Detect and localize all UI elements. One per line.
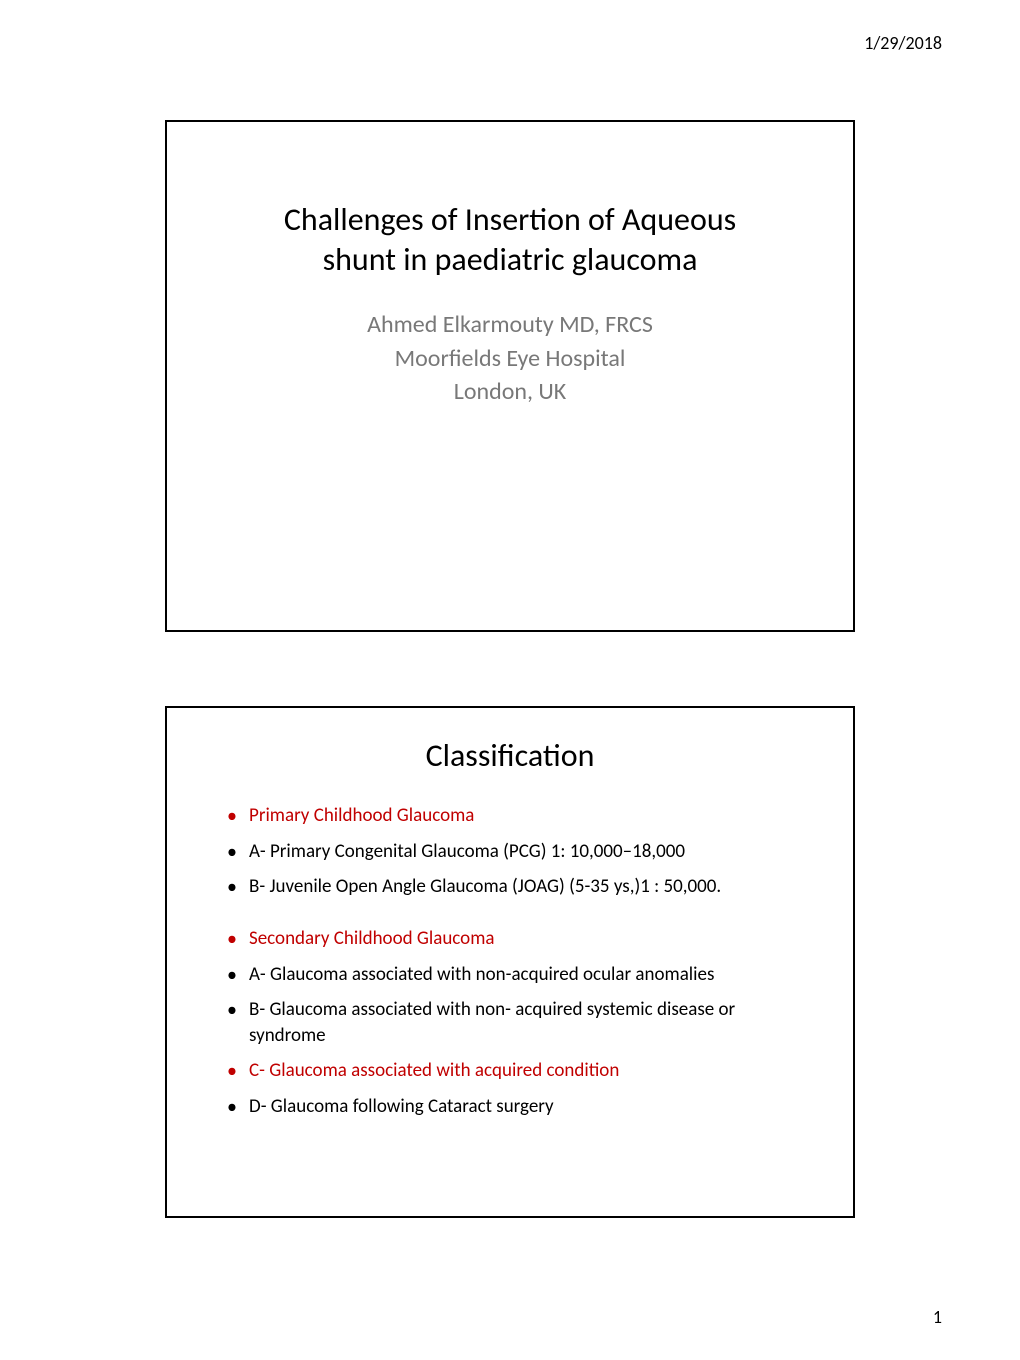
page-header-date: 1/29/2018 [864, 32, 942, 54]
bullet-spacer [227, 910, 813, 926]
bullet-item: C- Glaucoma associated with acquired con… [227, 1058, 813, 1084]
slide-2: Classification Primary Childhood Glaucom… [165, 706, 855, 1218]
slide1-subtitle-line1: Ahmed Elkarmouty MD, FRCS [367, 310, 653, 339]
page-footer-number: 1 [933, 1306, 942, 1328]
bullet-item: B- Glaucoma associated with non- acquire… [227, 997, 813, 1048]
bullet-item: A- Glaucoma associated with non-acquired… [227, 962, 813, 988]
slide2-bullet-list: Primary Childhood Glaucoma A- Primary Con… [207, 803, 813, 1120]
slide1-subtitle-line2: Moorfields Eye Hospital [395, 344, 626, 373]
bullet-item: Primary Childhood Glaucoma [227, 803, 813, 829]
bullet-item: Secondary Childhood Glaucoma [227, 926, 813, 952]
slide1-title-line2: shunt in paediatric glaucoma [323, 240, 698, 279]
bullet-item: B- Juvenile Open Angle Glaucoma (JOAG) (… [227, 874, 813, 900]
slide2-title: Classification [207, 736, 813, 775]
slide1-title: Challenges of Insertion of Aqueous shunt… [284, 200, 736, 280]
slide1-subtitle: Ahmed Elkarmouty MD, FRCS Moorfields Eye… [367, 308, 653, 409]
slide1-subtitle-line3: London, UK [454, 377, 567, 406]
slide-1: Challenges of Insertion of Aqueous shunt… [165, 120, 855, 632]
slide1-title-line1: Challenges of Insertion of Aqueous [284, 200, 736, 239]
bullet-item: D- Glaucoma following Cataract surgery [227, 1094, 813, 1120]
bullet-item: A- Primary Congenital Glaucoma (PCG) 1: … [227, 839, 813, 865]
slides-container: Challenges of Insertion of Aqueous shunt… [0, 0, 1020, 1218]
